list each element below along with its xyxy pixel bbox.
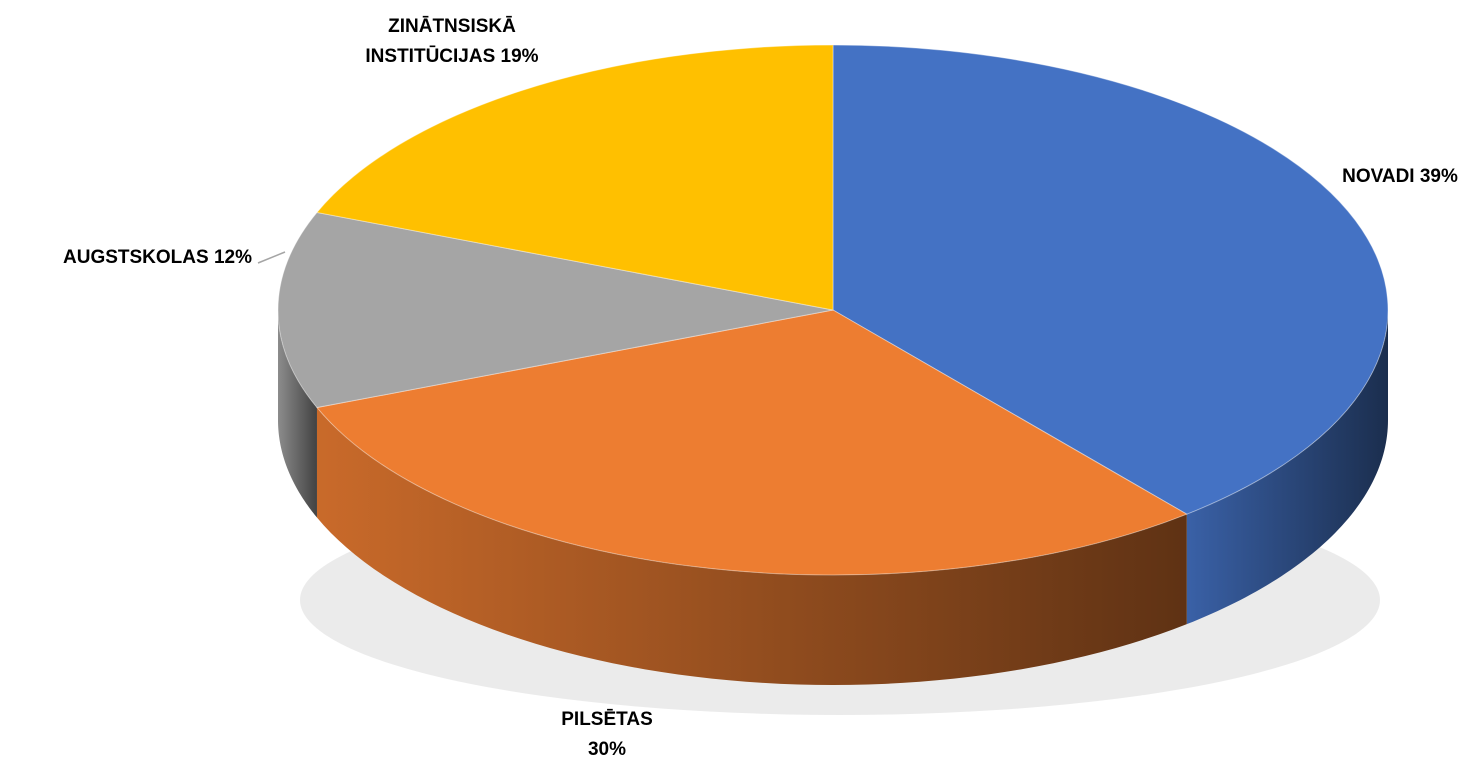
data-label: NOVADI 39% <box>1335 162 1458 192</box>
pie-slice-side <box>1186 310 1388 625</box>
category-label: PILSĒTAS <box>561 709 653 730</box>
pie-slice-side <box>278 310 317 518</box>
value-label: 12% <box>213 247 252 268</box>
value-label: 39% <box>1419 166 1458 187</box>
data-label: PILSĒTAS 30% <box>542 705 672 761</box>
category-label: ZINĀTNSISKĀ INSTITŪCIJAS <box>365 16 516 67</box>
data-label: AUGSTSKOLAS 12% <box>63 243 252 273</box>
value-label: 19% <box>500 46 539 67</box>
pie-slice <box>277 211 834 409</box>
category-label: NOVADI <box>1342 166 1415 187</box>
value-label: 30% <box>587 739 627 760</box>
pie-slice-side <box>316 407 1187 685</box>
data-label: ZINĀTNSISKĀ INSTITŪCIJAS 19% <box>337 12 567 72</box>
pie-slice <box>316 44 834 311</box>
category-label: AUGSTSKOLAS <box>63 247 209 268</box>
pie-slice <box>832 44 1389 515</box>
leader-line <box>257 251 286 264</box>
pie-slice <box>316 309 1188 576</box>
